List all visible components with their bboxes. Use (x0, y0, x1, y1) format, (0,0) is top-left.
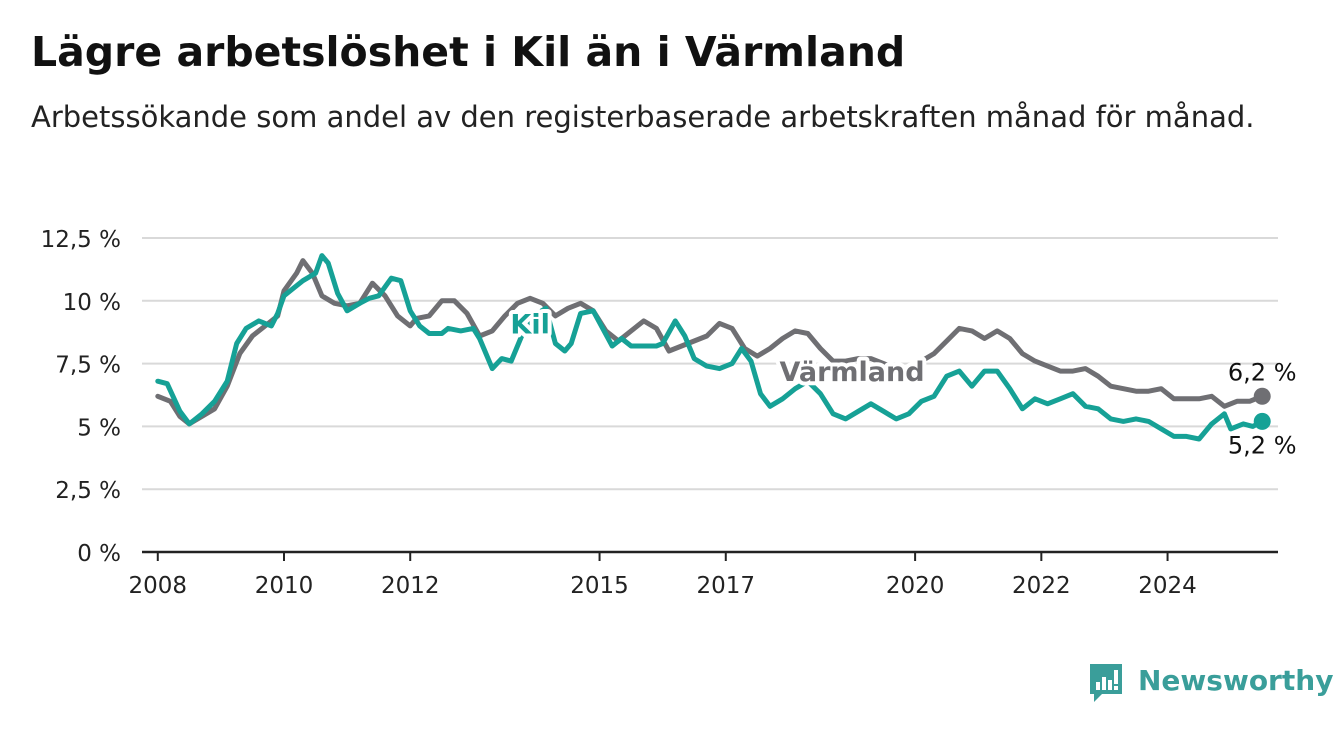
x-tick-label: 2015 (570, 573, 629, 599)
y-tick-label: 7,5 % (55, 353, 121, 379)
y-tick-label: 2,5 % (55, 478, 121, 504)
end-dot-varmland (1253, 387, 1271, 405)
x-axis-tick-labels: 2008 2010 2012 2015 2017 2020 2022 2024 (129, 552, 1197, 599)
y-tick-label: 10 % (63, 290, 121, 316)
end-value-label-varmland: 6,2 % (1228, 358, 1297, 386)
series-line-varmland (155, 258, 1265, 427)
brand-name: Newsworthy (1138, 664, 1334, 697)
series-label-halo-varmland: Värmland (779, 357, 924, 388)
x-tick-label: 2010 (255, 573, 314, 599)
x-tick-label: 2022 (1012, 573, 1071, 599)
series-label-halo-kil: Kil (510, 309, 549, 340)
chart-subtitle: Arbetssökande som andel av den registerb… (31, 100, 1255, 134)
series-lines (155, 253, 1271, 442)
x-tick-label: 2024 (1138, 573, 1197, 599)
series-line-kil (155, 253, 1265, 442)
chart-title: Lägre arbetslöshet i Kil än i Värmland (31, 28, 906, 76)
end-dot-kil (1253, 412, 1271, 430)
newsworthy-logo-icon (1090, 664, 1122, 702)
x-tick-label: 2012 (381, 573, 440, 599)
series-label-varmland: Värmland (779, 357, 924, 388)
end-value-label-kil: 5,2 % (1228, 431, 1297, 459)
x-tick-label: 2017 (697, 573, 756, 599)
grid-lines (142, 237, 1278, 554)
y-tick-label: 0 % (77, 541, 121, 567)
series-label-kil: Kil (510, 309, 549, 340)
newsworthy-logo[interactable]: Newsworthy (1088, 660, 1333, 704)
y-tick-label: 5 % (77, 415, 121, 441)
x-tick-label: 2008 (129, 573, 188, 599)
y-tick-label: 12,5 % (41, 227, 121, 253)
y-axis-tick-labels: 0 % 2,5 % 5 % 7,5 % 10 % 12,5 % (41, 227, 121, 567)
x-tick-label: 2020 (886, 573, 945, 599)
